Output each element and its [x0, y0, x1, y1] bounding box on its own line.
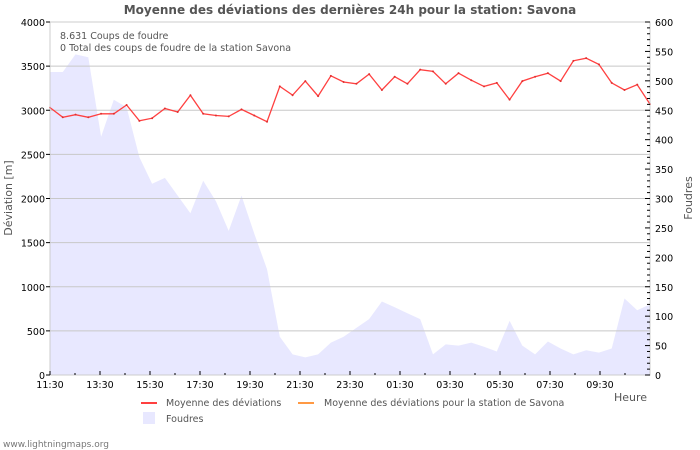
x-tick-label: 01:30 [386, 380, 413, 391]
y-tick-label: 1500 [21, 239, 45, 250]
x-axis-label: Heure [614, 391, 647, 404]
deviation-point [291, 94, 294, 97]
legend: Moyenne des déviations Moyenne des dévia… [141, 398, 564, 425]
deviation-point [546, 72, 549, 75]
deviation-point [572, 59, 575, 62]
y2-tick-label: 100 [655, 312, 673, 323]
x-tick-label: 13:30 [86, 380, 113, 391]
y2-tick-label: 600 [655, 18, 673, 29]
y-axis-label: Déviation [m] [2, 160, 15, 235]
deviation-point [151, 117, 154, 120]
y-tick-label: 2000 [21, 195, 45, 206]
deviation-point [457, 72, 460, 75]
deviation-point [138, 119, 141, 122]
y-tick-label: 1000 [21, 283, 45, 294]
y2-tick-label: 550 [655, 47, 673, 58]
deviation-point [202, 112, 205, 115]
deviation-point [508, 98, 511, 101]
y2-tick-label: 0 [655, 371, 661, 382]
deviation-point [483, 85, 486, 88]
deviation-point [521, 80, 524, 83]
y2-tick-label: 450 [655, 106, 673, 117]
deviation-point [112, 112, 115, 115]
y-tick-label: 500 [27, 327, 45, 338]
x-tick-label: 05:30 [486, 380, 513, 391]
info-strikes: 8.631 Coups de foudre [60, 31, 168, 42]
x-tick-label: 17:30 [186, 380, 213, 391]
y2-tick-label: 500 [655, 77, 673, 88]
deviation-point [470, 79, 473, 82]
deviation-point [176, 111, 179, 114]
deviation-point [61, 116, 64, 119]
legend-label-station: Moyenne des déviations pour la station d… [324, 398, 564, 409]
deviation-point [214, 114, 217, 117]
legend-swatch-strikes [143, 412, 155, 424]
x-tick-label: 07:30 [536, 380, 563, 391]
y2-tick-label: 50 [655, 342, 667, 353]
deviation-point [329, 74, 332, 77]
chart-title: Moyenne des déviations des dernières 24h… [124, 3, 577, 17]
deviation-point [74, 113, 77, 116]
y-tick-label: 2500 [21, 150, 45, 161]
deviation-point [125, 103, 128, 106]
deviation-point [304, 80, 307, 83]
y-tick-label: 3000 [21, 106, 45, 117]
deviation-point [623, 88, 626, 91]
deviation-point [419, 68, 422, 71]
x-tick-label: 21:30 [286, 380, 313, 391]
y-tick-label: 0 [39, 371, 45, 382]
deviation-point [253, 114, 256, 117]
deviation-line [49, 57, 651, 123]
deviation-point [610, 81, 613, 84]
deviation-point [406, 82, 409, 85]
deviation-point [431, 70, 434, 73]
x-tick-label: 15:30 [136, 380, 163, 391]
deviation-point [163, 107, 166, 110]
deviation-point [317, 95, 320, 98]
deviation-point [368, 73, 371, 76]
deviation-point [559, 80, 562, 83]
deviation-point [266, 120, 269, 123]
y-tick-label: 3500 [21, 62, 45, 73]
legend-label-strikes: Foudres [166, 414, 204, 425]
deviation-point [355, 82, 358, 85]
deviation-point [189, 94, 192, 97]
deviation-point [342, 81, 345, 84]
y2-tick-label: 300 [655, 195, 673, 206]
deviation-point [534, 75, 537, 78]
deviation-point [380, 88, 383, 91]
y2-tick-label: 200 [655, 253, 673, 264]
x-tick-label: 19:30 [236, 380, 263, 391]
y2-tick-label: 150 [655, 283, 673, 294]
y2-tick-label: 400 [655, 136, 673, 147]
deviation-point [278, 85, 281, 88]
footer-site: www.lightningmaps.org [3, 440, 109, 450]
x-tick-label: 09:30 [586, 380, 613, 391]
deviation-point [597, 63, 600, 66]
deviation-point [100, 112, 103, 115]
y2-tick-label: 350 [655, 165, 673, 176]
x-tick-label: 23:30 [336, 380, 363, 391]
y-tick-label: 4000 [21, 18, 45, 29]
deviation-point [495, 81, 498, 84]
y2-tick-label: 250 [655, 224, 673, 235]
info-station-total: 0 Total des coups de foudre de la statio… [60, 43, 291, 54]
legend-label-deviation: Moyenne des déviations [166, 398, 281, 409]
deviation-point [636, 83, 639, 86]
deviation-point [87, 116, 90, 119]
deviation-point [240, 108, 243, 111]
strikes-area [50, 54, 650, 376]
deviation-point [227, 115, 230, 118]
x-tick-label: 03:30 [436, 380, 463, 391]
deviation-point [585, 57, 588, 60]
deviation-point [444, 82, 447, 85]
y2-axis-label: Foudres [682, 176, 695, 220]
deviation-point [393, 75, 396, 78]
x-tick-label: 11:30 [36, 380, 63, 391]
